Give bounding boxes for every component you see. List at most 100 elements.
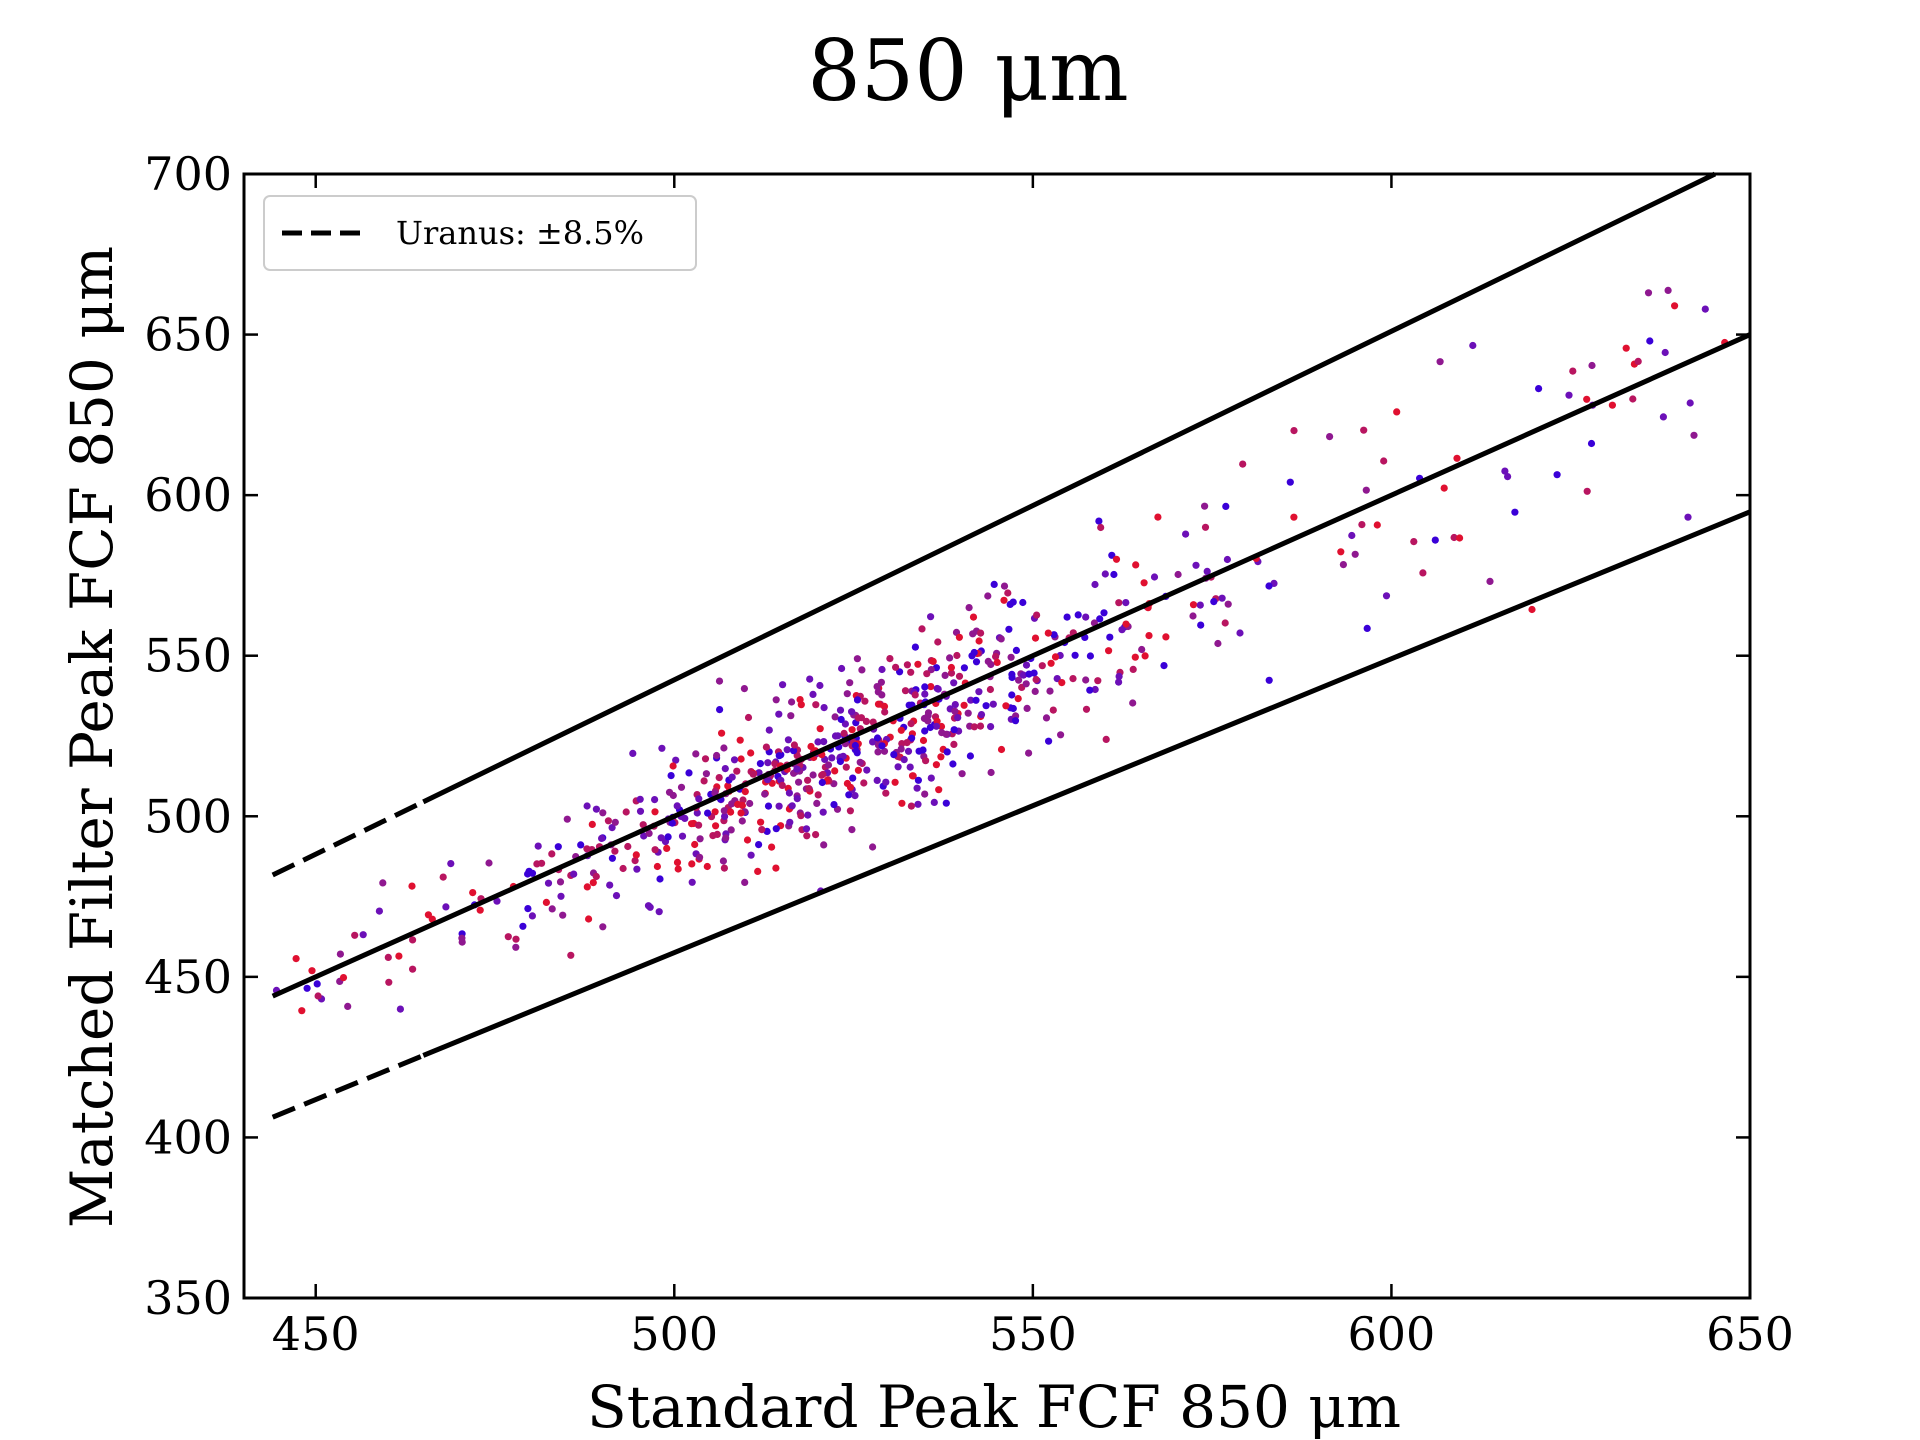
scatter-point <box>793 795 801 803</box>
scatter-point <box>911 643 920 651</box>
scatter-point <box>1145 632 1153 640</box>
scatter-point <box>942 730 950 738</box>
scatter-point <box>1102 735 1110 744</box>
scatter-point <box>987 768 995 777</box>
scatter-point <box>695 821 703 829</box>
scatter-point <box>1686 399 1694 407</box>
scatter-point <box>914 800 922 808</box>
scatter-point <box>737 755 745 763</box>
scatter-point <box>703 862 711 871</box>
scatter-point <box>812 831 820 839</box>
scatter-point <box>651 846 659 854</box>
scatter-point <box>476 906 484 914</box>
scatter-point <box>1094 677 1102 685</box>
scatter-point <box>1063 613 1071 621</box>
scatter-point <box>1290 513 1298 521</box>
scatter-point <box>814 738 822 746</box>
scatter-point <box>624 842 632 851</box>
scatter-point <box>744 713 753 722</box>
scatter-point <box>669 791 677 800</box>
scatter-point <box>914 776 923 784</box>
scatter-point <box>667 772 675 780</box>
scatter-point <box>873 683 881 691</box>
scatter-point <box>1022 680 1030 688</box>
scatter-point <box>1008 691 1016 699</box>
scatter-point <box>668 819 676 827</box>
scatter-point <box>977 711 986 719</box>
scatter-point <box>1701 305 1709 313</box>
scatter-point <box>1659 413 1667 421</box>
scatter-point <box>894 763 902 771</box>
scatter-point <box>880 702 889 711</box>
scatter-point <box>950 740 958 749</box>
scatter-point <box>824 761 833 769</box>
legend-entry-label: Uranus: ±8.5% <box>396 214 644 252</box>
scatter-point <box>873 734 882 742</box>
scatter-point <box>1086 686 1094 694</box>
scatter-point <box>1138 645 1146 654</box>
scatter-point <box>1358 521 1366 529</box>
scatter-point <box>958 770 966 778</box>
scatter-point <box>937 722 946 731</box>
scatter-point <box>712 822 720 830</box>
scatter-point <box>589 879 597 887</box>
scatter-point <box>664 833 672 841</box>
scatter-point <box>1222 502 1230 510</box>
scatter-point <box>851 792 859 800</box>
scatter-point <box>538 859 546 867</box>
scatter-point <box>1162 633 1170 641</box>
scatter-point <box>790 741 799 749</box>
scatter-point <box>344 1002 352 1011</box>
lower-bound-line-dashed-segment <box>271 1053 425 1120</box>
scatter-point <box>313 980 321 988</box>
scatter-point <box>1025 670 1033 678</box>
scatter-point <box>1019 671 1028 679</box>
scatter-point <box>820 841 828 849</box>
scatter-point <box>1363 624 1371 633</box>
scatter-point <box>778 781 786 790</box>
scatter-point <box>943 748 951 756</box>
scatter-point <box>1644 289 1653 297</box>
scatter-point <box>1002 702 1010 710</box>
scatter-point <box>1071 651 1079 659</box>
scatter-point <box>1236 629 1244 637</box>
scatter-point <box>606 881 614 889</box>
scatter-point <box>775 802 783 810</box>
scatter-point <box>970 648 978 657</box>
scatter-point <box>812 701 820 709</box>
scatter-point <box>775 710 783 718</box>
scatter-point <box>692 750 700 758</box>
scatter-point <box>846 783 855 791</box>
upper-bound-line-dashed-segment <box>271 799 425 878</box>
scatter-point <box>1197 621 1205 629</box>
scatter-point <box>921 683 929 691</box>
plot-area <box>242 171 1752 1300</box>
y-tick-label: 450 <box>144 950 232 1004</box>
scatter-point <box>919 736 928 745</box>
scatter-point <box>816 725 824 733</box>
scatter-point <box>861 697 869 705</box>
scatter-point <box>739 796 747 804</box>
scatter-point <box>1360 426 1368 434</box>
scatter-point <box>700 777 708 785</box>
scatter-point <box>953 651 961 660</box>
scatter-point <box>303 984 311 992</box>
scatter-point <box>737 809 745 817</box>
scatter-point <box>1023 704 1031 713</box>
scatter-point <box>1380 457 1388 465</box>
scatter-point <box>1608 401 1616 409</box>
scatter-point <box>442 903 450 911</box>
scatter-point <box>524 870 532 878</box>
scatter-point <box>1469 341 1477 350</box>
scatter-point <box>848 826 856 834</box>
scatter-point <box>559 911 567 919</box>
scatter-point <box>788 802 796 810</box>
scatter-point <box>722 834 730 842</box>
scatter-point <box>701 755 710 763</box>
scatter-point <box>672 756 680 764</box>
y-axis-label: Matched Filter Peak FCF 850 μm <box>58 246 126 1228</box>
scatter-point <box>904 747 913 755</box>
scatter-points <box>272 286 1729 1015</box>
scatter-point <box>819 770 827 779</box>
scatter-point <box>1129 665 1137 674</box>
